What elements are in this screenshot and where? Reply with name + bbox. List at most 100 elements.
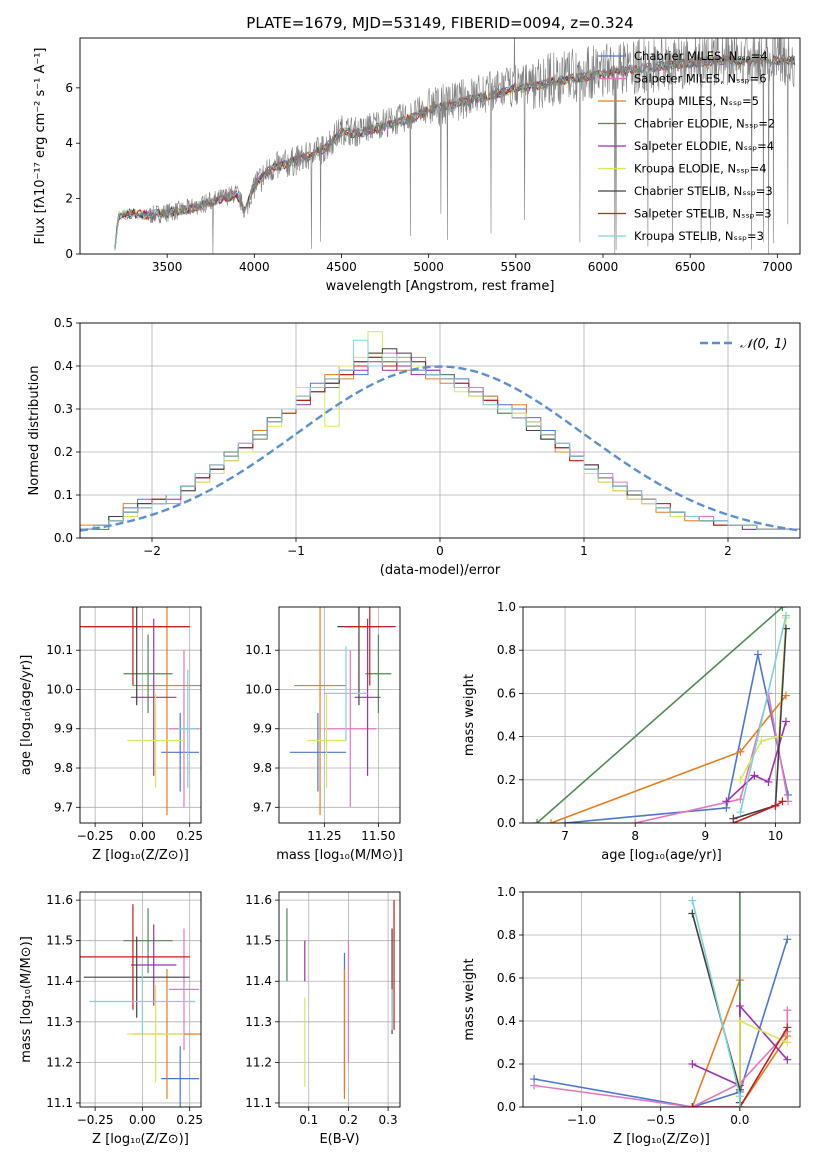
weight-marker xyxy=(736,775,745,784)
x-tick-label: 8 xyxy=(631,829,639,843)
x-axis-label: E(B-V) xyxy=(319,1132,359,1147)
legend-label: Kroupa ELODIE, Nₛₛₚ=4 xyxy=(634,162,767,176)
mass-vs-Z-plot-area xyxy=(80,904,201,1107)
x-tick-label: 2 xyxy=(724,544,732,558)
axes-frame xyxy=(79,37,801,255)
residuals-panel: −2 −1 0 1 2 0.0 0.1 0.2 0.3 0.4 0.5 (data-model)/er… xyxy=(27,316,801,578)
axes-frame xyxy=(278,891,401,1108)
y-tick-label: 0.0 xyxy=(497,1100,516,1114)
weight-marker xyxy=(729,819,738,823)
y-tick-label: 9.9 xyxy=(54,722,73,736)
legend-label: Kroupa MILES, Nₛₛₚ=5 xyxy=(634,94,759,108)
x-tick-label: 7000 xyxy=(762,260,793,274)
y-tick-label: 0.1 xyxy=(54,488,73,502)
weight-marker xyxy=(533,819,542,823)
residual-histogram xyxy=(80,339,800,538)
y-tick-label: 11.4 xyxy=(245,974,272,988)
weight-line xyxy=(536,607,784,823)
spectrum-panel: 3500 4000 4500 5000 5500 6000 6500 7000 0 2 4 6 wave… xyxy=(33,37,801,294)
weight-marker xyxy=(781,717,790,726)
y-tick-label: 0.0 xyxy=(54,531,73,545)
axes-frame xyxy=(79,891,202,1108)
y-axis-label: Flux [fλ10⁻¹⁷ erg cm⁻² s⁻¹ A⁻¹] xyxy=(33,48,48,245)
y-tick-label: 2 xyxy=(65,192,73,206)
weight-marker xyxy=(783,1006,792,1015)
weight-marker xyxy=(735,1092,744,1101)
y-tick-label: 0.8 xyxy=(497,928,516,942)
y-tick-label: 0.2 xyxy=(54,445,73,459)
y-axis-label: mass weight xyxy=(462,958,477,1040)
y-tick-label: 1.0 xyxy=(497,600,516,614)
y-tick-label: 9.7 xyxy=(253,800,272,814)
weight-marker xyxy=(736,747,745,756)
legend-label: Salpeter MILES, Nₛₛₚ=6 xyxy=(634,72,767,86)
weight-line xyxy=(739,615,787,813)
age-vs-Z-panel: −0.25 0.00 0.25 9.7 9.8 9.9 10.0 10.1 Z [log₁₀(Z… xyxy=(19,606,203,863)
weight-marker xyxy=(764,777,773,786)
y-tick-label: 0.5 xyxy=(54,316,73,330)
y-tick-label: 0.2 xyxy=(497,773,516,787)
x-axis-label: (data-model)/error xyxy=(380,563,501,578)
y-tick-label: 11.5 xyxy=(245,934,272,948)
x-axis-label: mass [log₁₀(M/M⊙)] xyxy=(276,848,403,863)
weight-marker xyxy=(783,1055,792,1064)
x-tick-label: 0.2 xyxy=(339,1113,358,1127)
legend-label: Salpeter ELODIE, Nₛₛₚ=4 xyxy=(634,139,774,153)
weight-marker xyxy=(781,611,790,620)
y-tick-label: 0.4 xyxy=(497,730,516,744)
mass-weight-vs-age-plot-area xyxy=(533,607,793,823)
weight-marker xyxy=(757,736,766,745)
y-axis-label: Normed distribution xyxy=(27,366,42,496)
mass-weight-vs-Z-panel: −1.0 −0.5 0.0 0.0 0.2 0.4 0.6 0.8 1.0 Z [log₁₀(Z/… xyxy=(462,885,801,1147)
y-tick-label: 1.0 xyxy=(497,885,516,899)
x-tick-label: 0.25 xyxy=(176,1113,203,1127)
legend-label: 𝒩(0, 1) xyxy=(740,337,787,352)
axes-frame xyxy=(79,322,801,539)
y-tick-label: 11.1 xyxy=(46,1096,73,1110)
x-tick-label: 0.00 xyxy=(129,1113,156,1127)
mass-vs-EBV-plot-area xyxy=(286,900,395,1099)
x-axis-label: Z [log₁₀(Z/Z⊙)] xyxy=(92,1132,189,1147)
weight-marker xyxy=(778,797,787,806)
x-tick-label: 5500 xyxy=(501,260,532,274)
axes-frame xyxy=(79,606,202,824)
age-vs-mass-panel: 11.25 11.50 9.7 9.8 9.9 10.0 10.1 mass [log₁₀(M… xyxy=(245,606,403,863)
x-tick-label: 10 xyxy=(768,829,783,843)
weight-marker xyxy=(722,797,731,806)
weight-marker xyxy=(735,1103,744,1107)
y-tick-label: 9.8 xyxy=(253,761,272,775)
y-axis-label: mass weight xyxy=(462,674,477,756)
y-tick-label: 11.2 xyxy=(46,1055,73,1069)
y-tick-label: 4 xyxy=(65,136,73,150)
legend-label: Chabrier ELODIE, Nₛₛₚ=2 xyxy=(634,117,775,131)
y-tick-label: 6 xyxy=(65,81,73,95)
weight-marker xyxy=(771,801,780,810)
weight-marker xyxy=(783,1038,792,1047)
legend-label: Salpeter STELIB, Nₛₛₚ=3 xyxy=(634,207,772,221)
y-tick-label: 11.3 xyxy=(46,1015,73,1029)
x-tick-label: 0.1 xyxy=(299,1113,318,1127)
y-tick-label: 11.2 xyxy=(245,1055,272,1069)
mass-vs-EBV-panel: 0.1 0.2 0.3 11.1 11.2 11.3 11.4 11.5 11.6 E(B-V) xyxy=(245,891,401,1147)
mass-weight-vs-Z-plot-area xyxy=(530,892,792,1107)
axes-frame xyxy=(522,891,801,1108)
x-tick-label: −0.25 xyxy=(77,1113,114,1127)
y-tick-label: 9.8 xyxy=(54,761,73,775)
y-tick-label: 9.7 xyxy=(54,800,73,814)
y-tick-label: 11.6 xyxy=(46,893,73,907)
weight-marker xyxy=(736,808,745,817)
y-tick-label: 10.0 xyxy=(245,682,272,696)
spectrum-plot-area xyxy=(114,38,796,254)
weight-marker xyxy=(688,1103,697,1107)
weight-line xyxy=(565,654,789,823)
y-tick-label: 0.6 xyxy=(497,686,516,700)
x-tick-label: 6500 xyxy=(675,260,706,274)
y-tick-label: 10.0 xyxy=(46,682,73,696)
x-tick-label: 4000 xyxy=(239,260,270,274)
spectrum-legend: Chabrier MILES, Nₛₛₚ=4 Salpeter MILES, Nₛ… xyxy=(598,49,775,243)
model-line xyxy=(114,55,795,251)
y-tick-label: 11.3 xyxy=(245,1015,272,1029)
x-tick-label: 0.0 xyxy=(730,1113,749,1127)
y-tick-label: 0 xyxy=(65,247,73,261)
